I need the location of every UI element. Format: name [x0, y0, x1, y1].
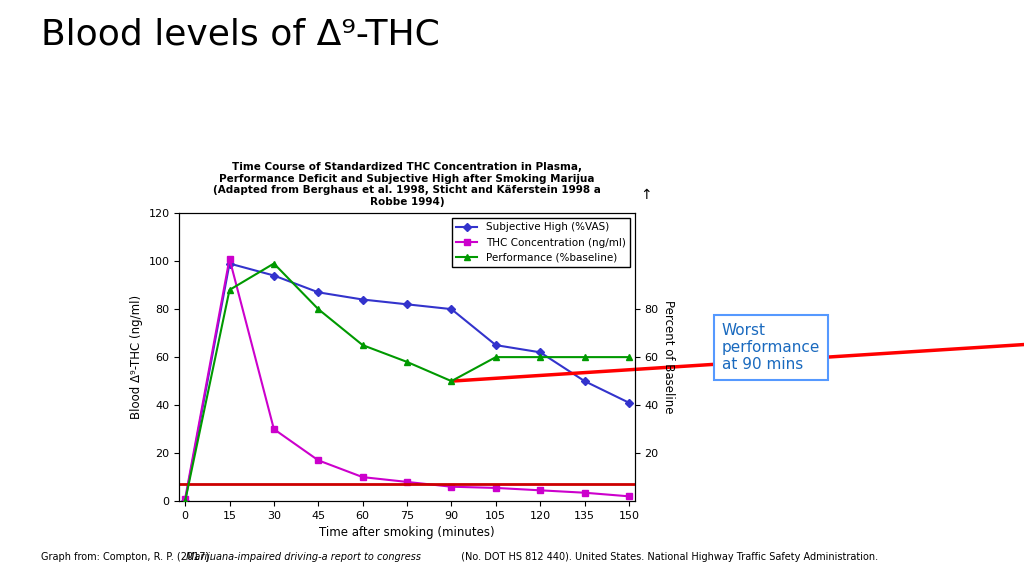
Text: (No. DOT HS 812 440). United States. National Highway Traffic Safety Administrat: (No. DOT HS 812 440). United States. Nat…	[458, 552, 878, 562]
Text: ↑: ↑	[640, 188, 651, 202]
Title: Time Course of Standardized THC Concentration in Plasma,
Performance Deficit and: Time Course of Standardized THC Concentr…	[213, 162, 601, 207]
Y-axis label: Blood Δ⁹-THC (ng/ml): Blood Δ⁹-THC (ng/ml)	[130, 295, 142, 419]
Y-axis label: Percent of Baseline: Percent of Baseline	[663, 300, 676, 414]
Text: Worst
performance
at 90 mins: Worst performance at 90 mins	[722, 323, 820, 372]
X-axis label: Time after smoking (minutes): Time after smoking (minutes)	[319, 526, 495, 539]
Text: Graph from: Compton, R. P. (2017).: Graph from: Compton, R. P. (2017).	[41, 552, 215, 562]
Text: Marijuana-impaired driving-a report to congress: Marijuana-impaired driving-a report to c…	[186, 552, 421, 562]
Legend: Subjective High (%VAS), THC Concentration (ng/ml), Performance (%baseline): Subjective High (%VAS), THC Concentratio…	[453, 218, 630, 267]
Text: Blood levels of Δ⁹-THC: Blood levels of Δ⁹-THC	[41, 17, 440, 51]
